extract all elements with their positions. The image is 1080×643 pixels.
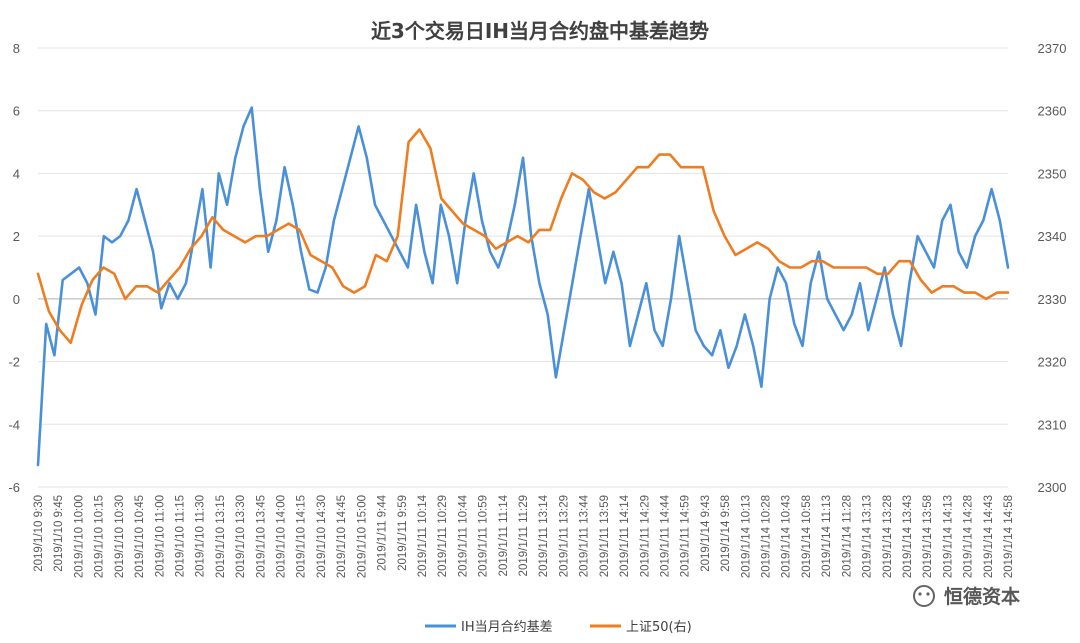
x-tick-label: 2019/1/11 13:29 bbox=[558, 495, 570, 577]
x-tick-label: 2019/1/11 13:44 bbox=[579, 494, 591, 577]
x-tick-label: 2019/1/10 11:15 bbox=[174, 495, 186, 577]
y-left-tick-label: 0 bbox=[13, 292, 20, 307]
chart-title: 近3个交易日IH当月合约盘中基差趋势 bbox=[371, 19, 709, 43]
wechat-icon-eye-left bbox=[918, 592, 922, 596]
y-left-tick-label: -4 bbox=[8, 417, 20, 432]
x-tick-label: 2019/1/10 14:00 bbox=[276, 495, 288, 578]
x-tick-label: 2019/1/11 10:59 bbox=[478, 495, 490, 577]
x-tick-label: 2019/1/14 13:13 bbox=[862, 495, 874, 578]
x-tick-label: 2019/1/11 9:59 bbox=[397, 495, 409, 571]
x-tick-label: 2019/1/14 14:28 bbox=[963, 495, 975, 578]
x-tick-label: 2019/1/11 13:59 bbox=[599, 495, 611, 577]
wechat-icon-eye-right bbox=[926, 592, 930, 596]
x-tick-label: 2019/1/14 11:13 bbox=[821, 495, 833, 577]
series-line-sz50 bbox=[36, 128, 1010, 345]
y-left-tick-label: 6 bbox=[13, 104, 20, 119]
watermark-text: 恒德资本 bbox=[944, 585, 1020, 608]
x-tick-label: 2019/1/11 10:29 bbox=[437, 495, 449, 577]
x-tick-label: 2019/1/10 11:00 bbox=[154, 495, 166, 577]
y-right-tick-label: 2320 bbox=[1038, 355, 1067, 370]
x-tick-label: 2019/1/10 11:30 bbox=[195, 495, 207, 577]
series-layer bbox=[36, 106, 1010, 467]
x-tick-label: 2019/1/11 9:44 bbox=[377, 494, 389, 570]
x-tick-label: 2019/1/14 13:58 bbox=[922, 495, 934, 578]
x-tick-label: 2019/1/11 14:59 bbox=[680, 495, 692, 577]
x-tick-label: 2019/1/14 13:28 bbox=[882, 495, 894, 578]
y-left-tick-label: 2 bbox=[13, 229, 20, 244]
x-tick-label: 2019/1/11 14:44 bbox=[659, 494, 671, 577]
y-left-tick-label: 8 bbox=[13, 41, 20, 56]
x-tick-label: 2019/1/10 10:00 bbox=[73, 495, 85, 578]
x-tick-label: 2019/1/10 13:30 bbox=[235, 495, 247, 578]
x-tick-label: 2019/1/14 10:58 bbox=[801, 495, 813, 578]
y-left-tick-label: 4 bbox=[13, 166, 20, 181]
x-tick-label: 2019/1/11 14:14 bbox=[619, 494, 631, 577]
y-right-tick-label: 2300 bbox=[1038, 480, 1067, 495]
x-tick-label: 2019/1/10 13:45 bbox=[255, 495, 267, 578]
wechat-icon bbox=[913, 585, 935, 607]
x-tick-label: 2019/1/14 14:43 bbox=[983, 495, 995, 578]
x-axis: 2019/1/10 9:30 2019/1/10 9:45 2019/1/10 10… bbox=[33, 494, 1015, 578]
x-tick-label: 2019/1/14 14:13 bbox=[942, 495, 954, 578]
x-tick-label: 2019/1/14 9:58 bbox=[720, 495, 732, 572]
gridlines bbox=[38, 47, 1008, 488]
x-tick-label: 2019/1/10 10:45 bbox=[134, 495, 146, 578]
x-tick-label: 2019/1/10 14:45 bbox=[336, 495, 348, 578]
x-tick-label: 2019/1/14 10:13 bbox=[740, 495, 752, 578]
x-tick-label: 2019/1/11 10:14 bbox=[417, 494, 429, 577]
x-tick-label: 2019/1/11 10:44 bbox=[457, 494, 469, 577]
x-tick-label: 2019/1/10 10:15 bbox=[94, 495, 106, 578]
right-axis: 2370 2360 2350 2340 2330 2320 2310 2300 bbox=[1038, 41, 1067, 495]
x-tick-label: 2019/1/10 10:30 bbox=[114, 495, 126, 578]
watermark: 恒德资本 bbox=[913, 585, 1020, 608]
x-tick-label: 2019/1/11 14:29 bbox=[639, 495, 651, 577]
y-right-tick-label: 2350 bbox=[1038, 166, 1067, 181]
x-tick-label: 2019/1/14 11:28 bbox=[841, 495, 853, 577]
legend-label-sz50: 上证50(右) bbox=[626, 620, 692, 635]
y-left-tick-label: -2 bbox=[8, 355, 20, 370]
y-left-tick-label: -6 bbox=[8, 480, 20, 495]
x-tick-label: 2019/1/11 11:14 bbox=[498, 494, 510, 576]
x-tick-label: 2019/1/10 14:15 bbox=[296, 495, 308, 578]
x-tick-label: 2019/1/14 9:43 bbox=[700, 495, 712, 572]
y-right-tick-label: 2330 bbox=[1038, 292, 1067, 307]
legend: IH当月合约基差 上证50(右) bbox=[425, 620, 692, 635]
x-tick-label: 2019/1/11 13:14 bbox=[538, 494, 550, 577]
x-tick-label: 2019/1/10 9:45 bbox=[53, 495, 65, 572]
y-right-tick-label: 2340 bbox=[1038, 229, 1067, 244]
x-tick-label: 2019/1/14 10:43 bbox=[781, 495, 793, 578]
x-tick-label: 2019/1/10 9:30 bbox=[33, 495, 45, 572]
x-tick-label: 2019/1/14 14:58 bbox=[1003, 495, 1015, 578]
legend-label-basis: IH当月合约基差 bbox=[461, 620, 553, 635]
x-tick-label: 2019/1/14 13:43 bbox=[902, 495, 914, 578]
x-tick-label: 2019/1/10 15:00 bbox=[356, 495, 368, 578]
y-right-tick-label: 2370 bbox=[1038, 41, 1067, 56]
left-axis: 8 6 4 2 0 -2 -4 -6 bbox=[8, 41, 20, 495]
x-tick-label: 2019/1/10 14:30 bbox=[316, 495, 328, 578]
series-line-basis bbox=[36, 106, 1010, 467]
y-right-tick-label: 2360 bbox=[1038, 104, 1067, 119]
x-tick-label: 2019/1/11 11:29 bbox=[518, 495, 530, 576]
y-right-tick-label: 2310 bbox=[1038, 417, 1067, 432]
x-tick-label: 2019/1/10 13:15 bbox=[215, 495, 227, 578]
x-tick-label: 2019/1/14 10:28 bbox=[761, 495, 773, 578]
